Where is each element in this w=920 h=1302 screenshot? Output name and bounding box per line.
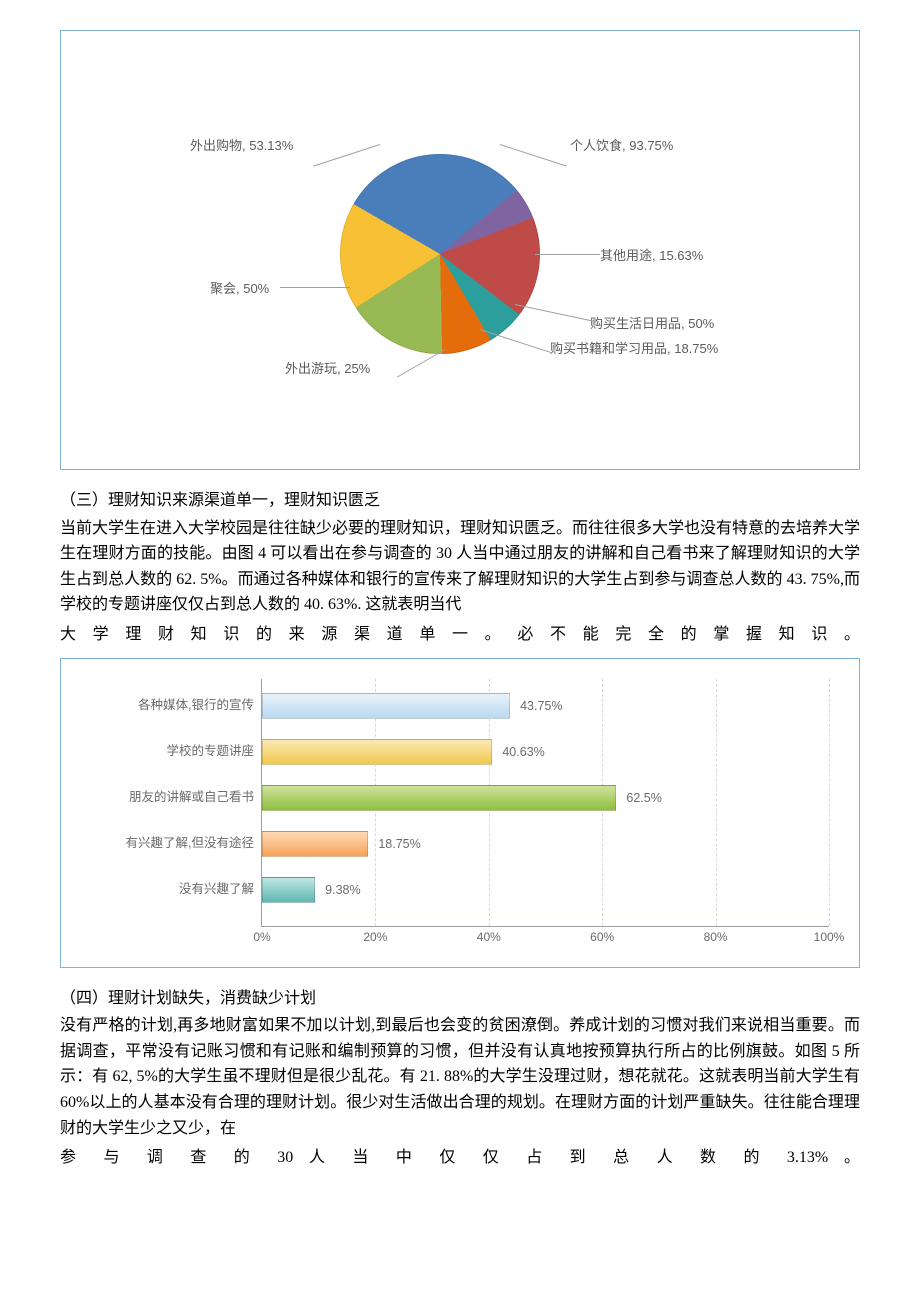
bar-value-label: 9.38% [325, 880, 360, 900]
bar-rect [262, 785, 616, 811]
bar-category-label: 各种媒体,银行的宣传 [97, 698, 262, 713]
bar-category-label: 没有兴趣了解 [97, 882, 262, 897]
x-tick: 20% [363, 928, 387, 947]
pie-label-travel: 外出游玩, 25% [285, 359, 370, 380]
bar-row: 有兴趣了解,但没有途径18.75% [262, 829, 421, 859]
bar-rect [262, 693, 510, 719]
x-tick: 0% [253, 928, 270, 947]
pie-label-shopping: 外出购物, 53.13% [190, 136, 293, 157]
bar-value-label: 40.63% [502, 742, 544, 762]
section-4-heading: （四）理财计划缺失，消费缺少计划 [60, 986, 860, 1012]
bar-category-label: 朋友的讲解或自己看书 [97, 790, 262, 805]
bar-value-label: 43.75% [520, 696, 562, 716]
bar-category-label: 有兴趣了解,但没有途径 [97, 836, 262, 851]
section-3-body-last: 大 学 理 财 知 识 的 来 源 渠 道 单 一 。 必 不 能 完 全 的 … [60, 622, 860, 648]
pie-chart-frame: 个人饮食, 93.75% 其他用途, 15.63% 购买生活日用品, 50% 购… [60, 30, 860, 470]
section-4-body: 没有严格的计划,再多地财富如果不加以计划,到最后也会变的贫困潦倒。养成计划的习惯… [60, 1013, 860, 1141]
pie-graphic [340, 154, 540, 354]
pie-label-party: 聚会, 50% [210, 279, 269, 300]
bar-row: 各种媒体,银行的宣传43.75% [262, 691, 562, 721]
section-3-heading: （三）理财知识来源渠道单一，理财知识匮乏 [60, 488, 860, 514]
pie-label-books: 购买书籍和学习用品, 18.75% [550, 339, 718, 360]
bar-chart: 0%20%40%60%80%100%各种媒体,银行的宣传43.75%学校的专题讲… [261, 679, 829, 927]
pie-label-daily: 购买生活日用品, 50% [590, 314, 714, 335]
bar-rect [262, 877, 315, 903]
bar-row: 朋友的讲解或自己看书62.5% [262, 783, 662, 813]
x-tick: 40% [477, 928, 501, 947]
bar-rect [262, 739, 492, 765]
x-tick: 100% [814, 928, 845, 947]
bar-chart-frame: 0%20%40%60%80%100%各种媒体,银行的宣传43.75%学校的专题讲… [60, 658, 860, 968]
bar-category-label: 学校的专题讲座 [97, 744, 262, 759]
section-4-body-last: 参 与 调 查 的 30 人 当 中 仅 仅 占 到 总 人 数 的 3.13%… [60, 1145, 860, 1171]
x-tick: 80% [704, 928, 728, 947]
x-tick: 60% [590, 928, 614, 947]
bar-rect [262, 831, 368, 857]
bar-row: 没有兴趣了解9.38% [262, 875, 361, 905]
pie-chart: 个人饮食, 93.75% 其他用途, 15.63% 购买生活日用品, 50% 购… [340, 154, 540, 354]
section-3-body: 当前大学生在进入大学校园是往往缺少必要的理财知识，理财知识匮乏。而往往很多大学也… [60, 516, 860, 618]
bar-value-label: 62.5% [626, 788, 661, 808]
pie-label-food: 个人饮食, 93.75% [570, 136, 673, 157]
bar-row: 学校的专题讲座40.63% [262, 737, 545, 767]
bar-value-label: 18.75% [378, 834, 420, 854]
pie-label-other: 其他用途, 15.63% [600, 246, 703, 267]
